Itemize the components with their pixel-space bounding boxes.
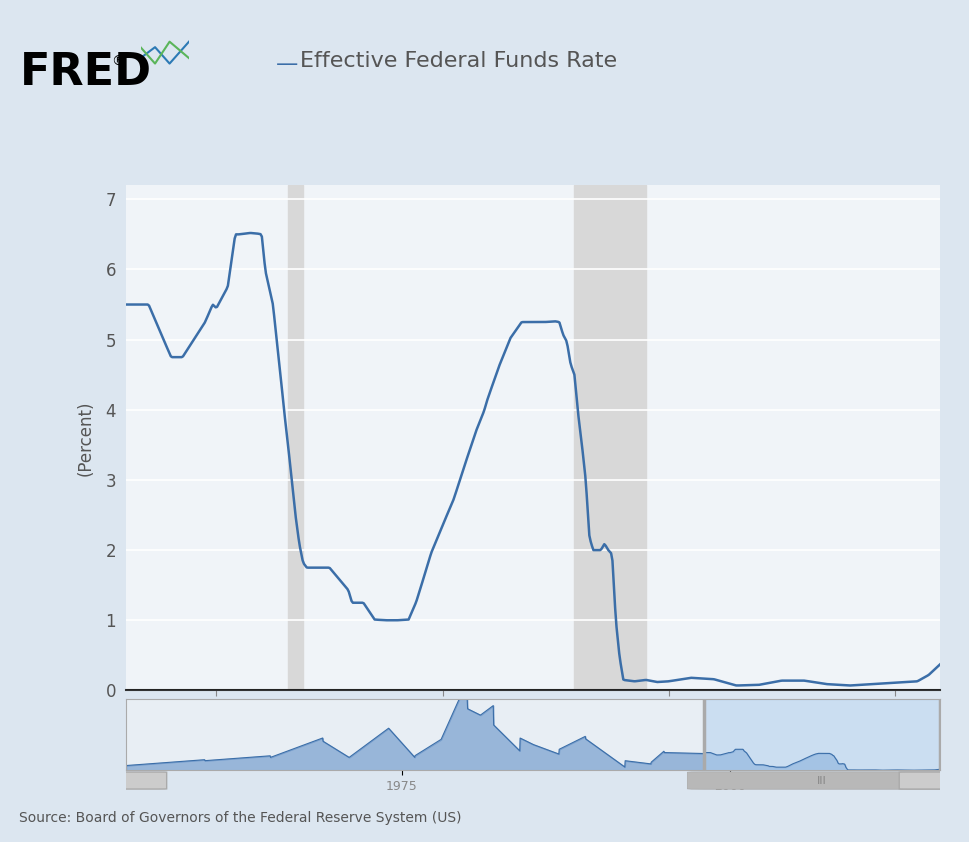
Text: FRED: FRED <box>19 51 151 93</box>
Text: Effective Federal Funds Rate: Effective Federal Funds Rate <box>300 51 617 71</box>
FancyBboxPatch shape <box>687 772 956 789</box>
Bar <box>703 699 940 770</box>
Bar <box>575 185 646 690</box>
Text: ®: ® <box>111 55 125 69</box>
FancyBboxPatch shape <box>118 772 167 789</box>
Text: —: — <box>276 54 298 74</box>
Bar <box>288 185 303 690</box>
Text: III: III <box>817 775 827 786</box>
FancyBboxPatch shape <box>899 772 948 789</box>
Text: Source: Board of Governors of the Federal Reserve System (US): Source: Board of Governors of the Federa… <box>19 811 462 825</box>
Y-axis label: (Percent): (Percent) <box>77 400 95 476</box>
